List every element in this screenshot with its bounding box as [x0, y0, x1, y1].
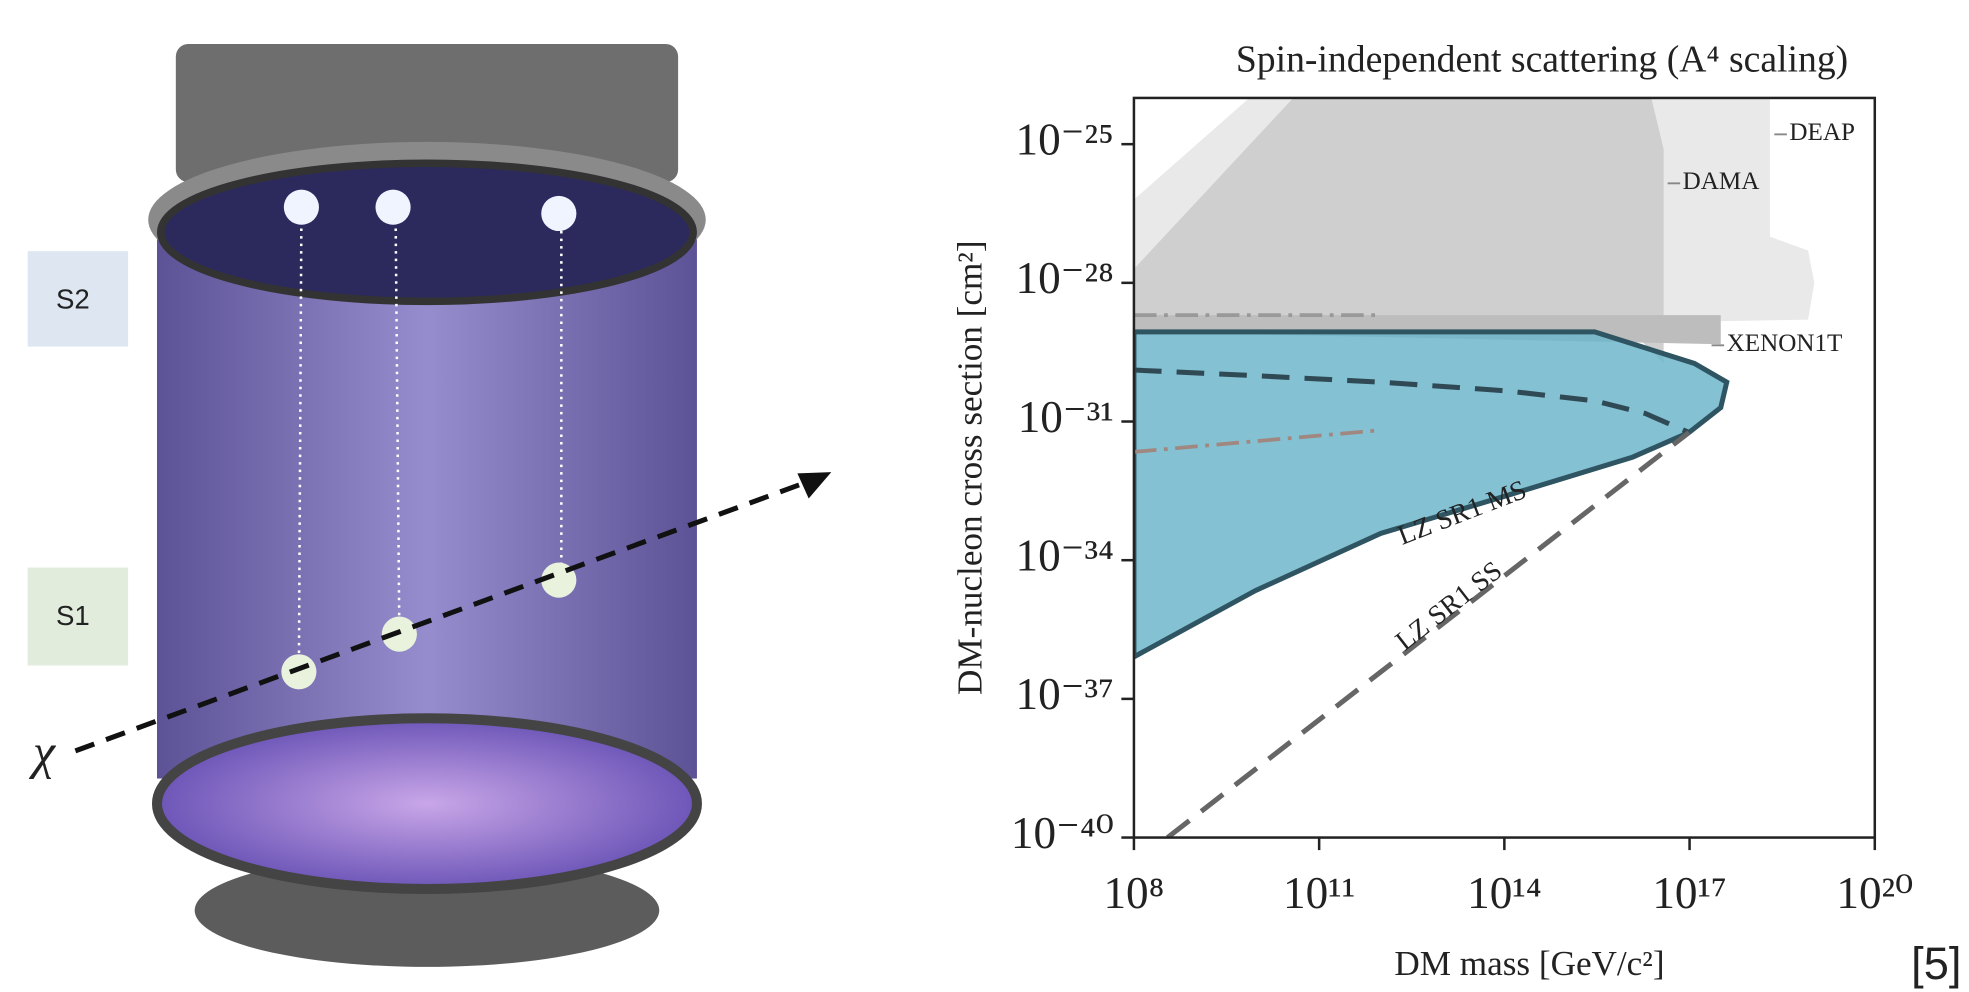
- y-tick-label: 10⁻³⁴: [1015, 531, 1113, 581]
- limit-line: [1133, 367, 1691, 435]
- s2-flashes: [283, 189, 577, 232]
- tpc-body: [156, 226, 697, 779]
- s2-label: S2: [56, 284, 90, 315]
- top-plate: [156, 159, 697, 306]
- series-label: XENON1T: [1727, 330, 1843, 357]
- citation: [5]: [1911, 938, 1961, 989]
- y-axis-label: DM-nucleon cross section [cm²]: [950, 240, 989, 695]
- s1-box: [27, 567, 129, 666]
- series-label: LZ SR1 SS: [1389, 554, 1507, 656]
- chi-label: χ: [28, 724, 57, 780]
- series-label: DAMA: [1683, 168, 1760, 195]
- y-tick-label: 10⁻³⁷: [1015, 669, 1113, 719]
- light-paths: [297, 213, 563, 672]
- limit-line: [1165, 430, 1691, 838]
- x-tick-label: 10¹⁷: [1652, 868, 1726, 918]
- chart-title: Spin-independent scattering (A⁴ scaling): [1236, 38, 1848, 80]
- region: [1133, 97, 1664, 364]
- y-tick-label: 10⁻⁴⁰: [1011, 808, 1114, 858]
- x-tick-label: 10¹⁴: [1467, 868, 1541, 918]
- bottom-plate: [151, 713, 702, 895]
- arrow-head: [797, 472, 832, 499]
- x-tick-label: 10¹¹: [1283, 868, 1355, 918]
- chart: 10⁸ 10¹¹ 10¹⁴ 10¹⁷ 10²⁰ 10⁻²⁵ 10⁻²⁸ 10⁻³¹ 10⁻³⁴ 1…: [950, 38, 1913, 983]
- y-tick-label: 10⁻³¹: [1018, 392, 1114, 442]
- s2-box: [27, 251, 129, 347]
- x-axis-label: DM mass [GeV/c²]: [1394, 944, 1664, 983]
- top-pmt-array: [175, 43, 679, 183]
- y-tick-label: 10⁻²⁸: [1015, 253, 1113, 303]
- region: [1133, 329, 1730, 660]
- x-tick-label: 10²⁰: [1836, 868, 1913, 918]
- detector-illustration: S2 S1 χ: [27, 43, 832, 967]
- s1-label: S1: [56, 600, 90, 631]
- series-label: DEAP: [1789, 119, 1855, 146]
- x-tick-label: 10⁸: [1103, 868, 1164, 918]
- y-tick-label: 10⁻²⁵: [1015, 115, 1113, 165]
